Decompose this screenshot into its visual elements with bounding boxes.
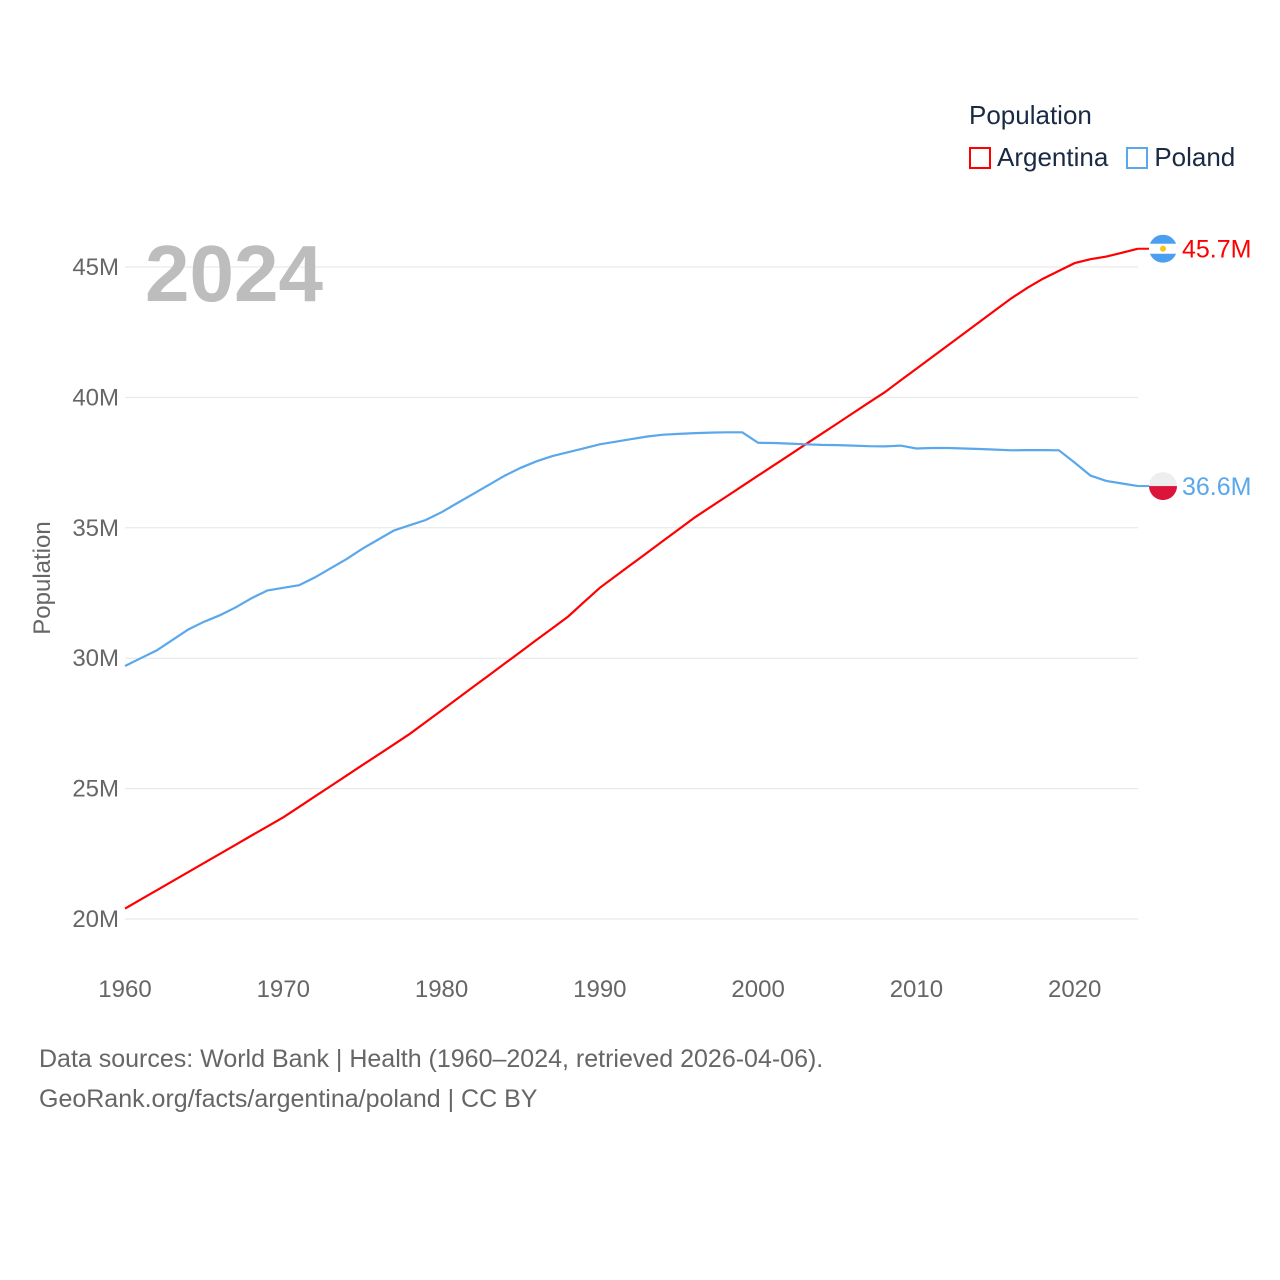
legend-item-argentina[interactable]: Argentina bbox=[969, 142, 1108, 173]
x-tick-label: 2000 bbox=[731, 976, 784, 1003]
legend-label: Argentina bbox=[997, 142, 1109, 172]
x-tick-label: 1980 bbox=[415, 976, 468, 1003]
series-line-argentina bbox=[124, 247, 1139, 910]
legend-label: Poland bbox=[1154, 142, 1236, 172]
series-line-poland bbox=[124, 431, 1139, 667]
legend-swatch-argentina bbox=[969, 146, 991, 169]
x-tick-label: 1970 bbox=[257, 976, 310, 1003]
legend-title: Population bbox=[969, 100, 1092, 130]
x-tick-label: 2020 bbox=[1048, 976, 1101, 1003]
x-tick-label: 2010 bbox=[890, 976, 943, 1003]
end-value-label: 36.6M bbox=[1182, 473, 1251, 501]
legend-swatch-poland bbox=[1126, 146, 1149, 169]
legend-item-poland[interactable]: Poland bbox=[1126, 142, 1235, 173]
argentina-flag-icon bbox=[1149, 234, 1177, 263]
y-tick-label: 20M bbox=[72, 906, 119, 933]
y-tick-label: 35M bbox=[72, 515, 119, 542]
data-source-note: Data sources: World Bank | Health (1960–… bbox=[39, 1045, 824, 1073]
y-tick-label: 25M bbox=[72, 776, 119, 803]
y-tick-label: 30M bbox=[72, 645, 119, 672]
end-value-label: 45.7M bbox=[1182, 236, 1251, 264]
poland-flag-icon bbox=[1149, 472, 1177, 501]
y-tick-label: 40M bbox=[72, 384, 119, 411]
current-year-label: 2024 bbox=[145, 229, 323, 318]
attribution-link[interactable]: GeoRank.org/facts/argentina/poland | CC … bbox=[39, 1085, 538, 1113]
y-axis-label: Population bbox=[29, 521, 56, 634]
y-tick-label: 45M bbox=[72, 254, 119, 281]
x-tick-label: 1990 bbox=[573, 976, 626, 1003]
x-tick-label: 1960 bbox=[98, 976, 151, 1003]
legend: Argentina Poland bbox=[969, 142, 1235, 173]
